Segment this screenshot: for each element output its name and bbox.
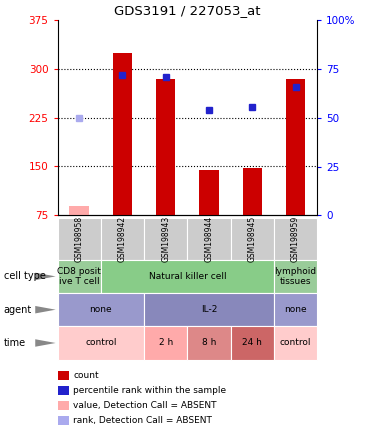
Text: none: none (284, 305, 307, 314)
Text: value, Detection Call = ABSENT: value, Detection Call = ABSENT (73, 401, 217, 410)
Text: GSM198945: GSM198945 (248, 215, 257, 262)
Text: percentile rank within the sample: percentile rank within the sample (73, 386, 226, 395)
Text: GSM198944: GSM198944 (204, 215, 213, 262)
Text: none: none (89, 305, 112, 314)
Text: rank, Detection Call = ABSENT: rank, Detection Call = ABSENT (73, 416, 212, 425)
Text: CD8 posit
ive T cell: CD8 posit ive T cell (57, 267, 101, 286)
Text: control: control (85, 338, 116, 348)
Text: control: control (280, 338, 311, 348)
Polygon shape (35, 306, 56, 313)
Text: agent: agent (4, 305, 32, 315)
Text: GSM198942: GSM198942 (118, 216, 127, 262)
Text: GSM198958: GSM198958 (75, 216, 83, 262)
Text: GSM198959: GSM198959 (291, 215, 300, 262)
Polygon shape (35, 339, 56, 347)
Bar (243, 168, 262, 215)
Text: 24 h: 24 h (242, 338, 262, 348)
Text: Natural killer cell: Natural killer cell (148, 272, 226, 281)
Text: 8 h: 8 h (202, 338, 216, 348)
Text: count: count (73, 371, 99, 380)
Bar (113, 52, 132, 215)
Bar (199, 170, 219, 215)
Text: 2 h: 2 h (158, 338, 173, 348)
Text: IL-2: IL-2 (201, 305, 217, 314)
Title: GDS3191 / 227053_at: GDS3191 / 227053_at (114, 4, 260, 17)
Polygon shape (35, 273, 56, 280)
Bar (156, 79, 175, 215)
Bar (69, 206, 89, 215)
Text: time: time (4, 338, 26, 348)
Text: GSM198943: GSM198943 (161, 215, 170, 262)
Text: lymphoid
tissues: lymphoid tissues (275, 267, 316, 286)
Text: cell type: cell type (4, 271, 46, 281)
Bar (286, 79, 305, 215)
